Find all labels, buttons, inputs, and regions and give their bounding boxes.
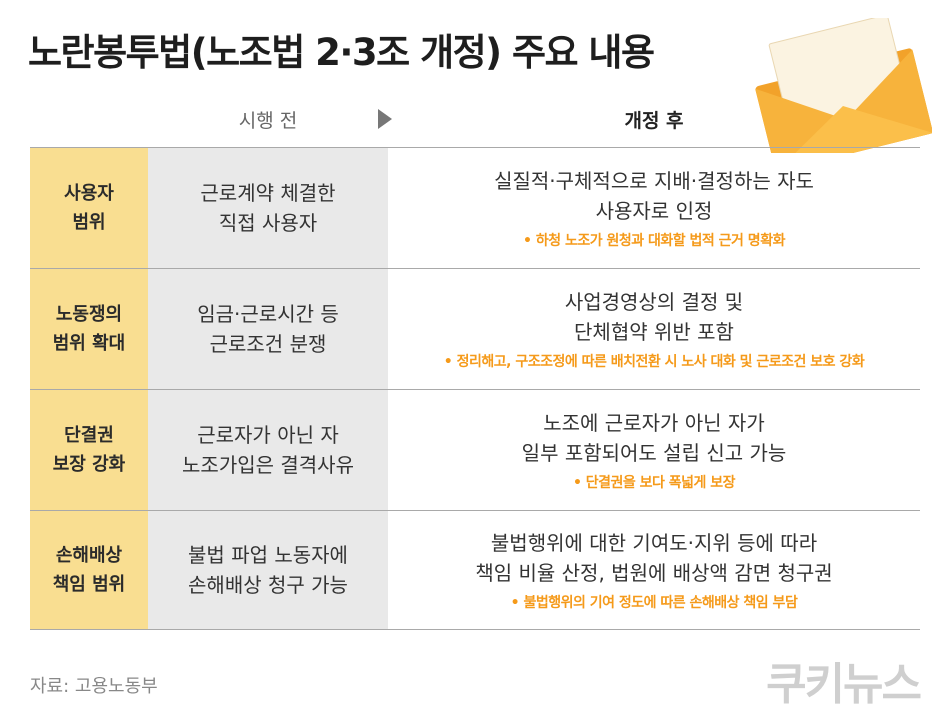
comparison-table: 사용자 범위 근로계약 체결한 직접 사용자 실질적·구체적으로 지배·결정하는…: [30, 147, 920, 630]
table-row: 단결권 보장 강화 근로자가 아닌 자 노조가입은 결격사유 노조에 근로자가 …: [30, 389, 920, 510]
after-cell: 실질적·구체적으로 지배·결정하는 자도 사용자로 인정 • 하청 노조가 원청…: [494, 169, 814, 249]
table-row: 손해배상 책임 범위 불법 파업 노동자에 손해배상 청구 가능 불법행위에 대…: [30, 510, 920, 630]
note-text: • 단결권을 보다 폭넓게 보장: [572, 475, 736, 491]
after-cell: 사업경영상의 결정 및 단체협약 위반 포함 • 정리해고, 구조조정에 따른 …: [443, 290, 865, 370]
after-cell: 불법행위에 대한 기여도·지위 등에 따라 책임 비율 산정, 법원에 배상액 …: [475, 531, 833, 611]
header-before: 시행 전: [238, 110, 298, 132]
page-title: 노란봉투법(노조법 2·3조 개정) 주요 내용: [28, 31, 655, 74]
category-cell: 노동쟁의 범위 확대: [30, 269, 148, 389]
after-cell: 노조에 근로자가 아닌 자가 일부 포함되어도 설립 신고 가능 • 단결권을 …: [521, 411, 787, 491]
table-row: 사용자 범위 근로계약 체결한 직접 사용자 실질적·구체적으로 지배·결정하는…: [30, 147, 920, 268]
table-row: 노동쟁의 범위 확대 임금·근로시간 등 근로조건 분쟁 사업경영상의 결정 및…: [30, 268, 920, 389]
brand-logo: 쿠키뉴스: [766, 659, 922, 710]
category-cell: 손해배상 책임 범위: [30, 511, 148, 629]
arrow-right-icon: [378, 109, 392, 129]
note-text: • 하청 노조가 원청과 대화할 법적 근거 명확화: [523, 233, 785, 249]
header-after: 개정 후: [624, 110, 684, 132]
note-text: • 불법행위의 기여 정도에 따른 손해배상 책임 부담: [510, 595, 798, 611]
envelope-icon: [755, 18, 932, 153]
before-cell: 근로자가 아닌 자 노조가입은 결격사유: [148, 390, 388, 510]
category-cell: 사용자 범위: [30, 148, 148, 268]
before-cell: 불법 파업 노동자에 손해배상 청구 가능: [148, 511, 388, 629]
before-cell: 근로계약 체결한 직접 사용자: [148, 148, 388, 268]
before-cell: 임금·근로시간 등 근로조건 분쟁: [148, 269, 388, 389]
category-cell: 단결권 보장 강화: [30, 390, 148, 510]
source-text: 자료: 고용노동부: [30, 676, 158, 697]
note-text: • 정리해고, 구조조정에 따른 배치전환 시 노사 대화 및 근로조건 보호 …: [443, 354, 865, 370]
